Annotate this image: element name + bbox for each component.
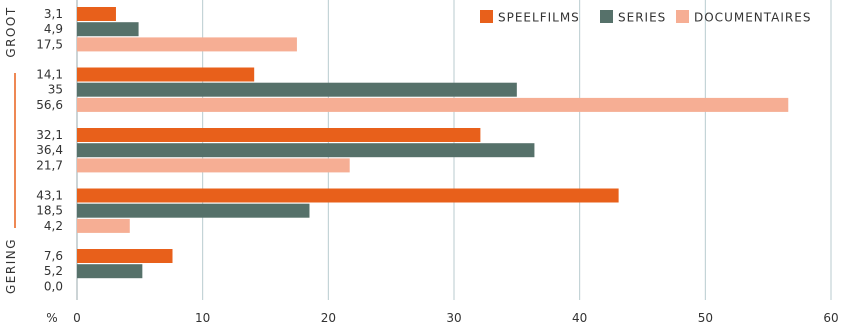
bar (77, 97, 789, 112)
bar (77, 7, 116, 21)
bar (77, 158, 350, 173)
bar (77, 67, 255, 82)
x-tick-label: 20 (321, 311, 336, 325)
bar (77, 22, 139, 37)
bar (77, 264, 143, 279)
data-label: 0,0 (44, 279, 63, 293)
x-tick-label: 40 (572, 311, 587, 325)
data-label: 4,9 (44, 22, 63, 36)
x-axis-unit-label: % (46, 311, 57, 325)
data-label: 18,5 (36, 204, 63, 218)
x-tick-label: 30 (446, 311, 461, 325)
bar (77, 218, 130, 233)
bar (77, 37, 297, 52)
side-scale: GROOT GERING (4, 6, 18, 294)
data-label: 3,1 (44, 7, 63, 21)
legend-swatch (676, 10, 689, 23)
data-label: 56,6 (36, 98, 63, 112)
x-tick-label: 0 (73, 311, 81, 325)
legend-swatch (480, 10, 493, 23)
data-label: 32,1 (36, 128, 63, 142)
data-label: 35 (48, 83, 63, 97)
bar (77, 128, 481, 142)
bars (77, 7, 789, 279)
data-label: 5,2 (44, 264, 63, 278)
data-label: 14,1 (36, 68, 63, 82)
x-axis: 0 10 20 30 40 50 60% (46, 311, 838, 325)
legend-label: SPEELFILMS (498, 11, 580, 25)
x-tick-label: 60 (823, 311, 838, 325)
legend-label: DOCUMENTAIRES (694, 11, 811, 25)
data-label: 7,6 (44, 249, 63, 263)
data-label: 17,5 (36, 37, 63, 51)
data-label: 43,1 (36, 189, 63, 203)
bar (77, 203, 310, 218)
bar (77, 188, 619, 203)
bar (77, 249, 173, 263)
side-label-bottom: GERING (4, 238, 18, 294)
data-label: 36,4 (36, 143, 63, 157)
legend: SPEELFILMS SERIES DOCUMENTAIRES (480, 10, 811, 25)
legend-swatch (600, 10, 613, 23)
legend-label: SERIES (618, 11, 666, 25)
bar (77, 82, 517, 97)
side-label-top: GROOT (4, 6, 18, 57)
data-label: 4,2 (44, 219, 63, 233)
x-tick-label: 50 (698, 311, 713, 325)
bar (77, 143, 535, 158)
data-label: 21,7 (36, 158, 63, 172)
x-tick-label: 10 (195, 311, 210, 325)
